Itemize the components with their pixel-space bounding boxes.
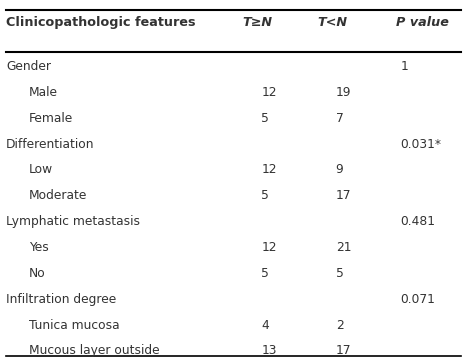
Text: Differentiation: Differentiation [6,138,94,151]
Text: T<N: T<N [317,16,347,29]
Text: 21: 21 [336,241,351,254]
Text: Yes: Yes [29,241,49,254]
Text: Lymphatic metastasis: Lymphatic metastasis [6,215,140,228]
Text: Gender: Gender [6,60,51,73]
Text: T≥N: T≥N [243,16,273,29]
Text: 12: 12 [262,86,277,99]
Text: 19: 19 [336,86,351,99]
Text: Clinicopathologic features: Clinicopathologic features [6,16,196,29]
Text: 2: 2 [336,319,343,332]
Text: 13: 13 [262,344,277,357]
Text: Moderate: Moderate [29,189,88,202]
Text: Infiltration degree: Infiltration degree [6,293,116,306]
Text: 5: 5 [262,267,269,280]
Text: 5: 5 [262,111,269,125]
Text: Male: Male [29,86,58,99]
Text: 4: 4 [262,319,269,332]
Text: No: No [29,267,46,280]
Text: 0.071: 0.071 [401,293,436,306]
Text: 17: 17 [336,344,351,357]
Text: 5: 5 [336,267,344,280]
Text: 12: 12 [262,163,277,176]
Text: Female: Female [29,111,73,125]
Text: Low: Low [29,163,53,176]
Text: 0.481: 0.481 [401,215,436,228]
Text: Mucous layer outside: Mucous layer outside [29,344,160,357]
Text: 9: 9 [336,163,343,176]
Text: 0.031*: 0.031* [401,138,442,151]
Text: 17: 17 [336,189,351,202]
Text: P value: P value [396,16,449,29]
Text: 5: 5 [262,189,269,202]
Text: 12: 12 [262,241,277,254]
Text: 7: 7 [336,111,343,125]
Text: Tunica mucosa: Tunica mucosa [29,319,120,332]
Text: 1: 1 [401,60,408,73]
